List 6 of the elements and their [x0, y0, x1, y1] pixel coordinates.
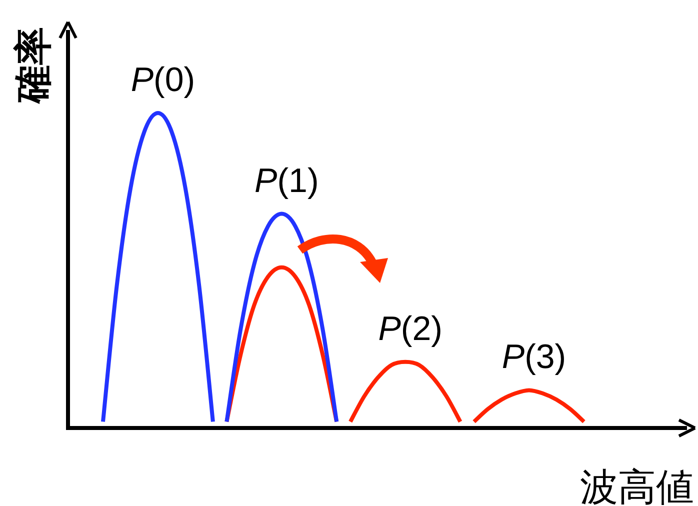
y-axis-title: 確率	[12, 27, 55, 105]
series-label: P(3)	[502, 338, 566, 376]
series-label: P(1)	[254, 162, 319, 200]
series-label: P(0)	[130, 61, 196, 99]
x-axis-title: 波高値	[580, 467, 694, 506]
series-label: P(2)	[378, 310, 442, 348]
